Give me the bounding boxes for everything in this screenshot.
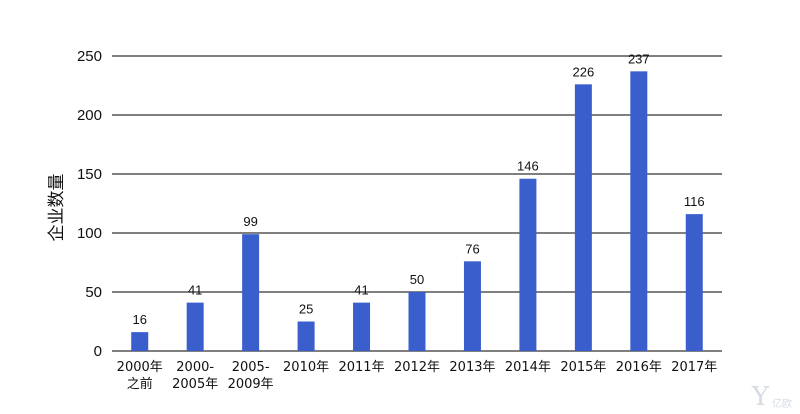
x-tick-label-line: 2010年 [283,360,329,375]
watermark-logo: Y 亿欧 [752,384,792,410]
y-tick-label: 200 [77,107,102,124]
watermark-text: 亿欧 [772,399,792,410]
data-label: 226 [573,64,595,79]
bar [131,332,149,351]
data-label: 76 [465,241,479,256]
bar [574,84,592,351]
bar [463,261,481,351]
x-tick-label-line: 2009年 [228,377,274,392]
x-tick-label-line: 2000年 [117,360,163,375]
y-tick-label: 150 [77,166,102,183]
x-tick-label-line: 2017年 [671,360,717,375]
bar [630,71,648,351]
bar [519,178,537,351]
x-tick-label: 2013年 [449,360,495,375]
x-tick-label: 2000年之前 [117,360,163,392]
y-tick-label: 0 [94,343,102,360]
data-label: 50 [410,272,424,287]
bar [242,234,260,351]
bar [297,321,315,351]
watermark-y-icon: Y [751,382,769,412]
x-tick-label: 2005- 2009年 [228,360,274,392]
x-tick-label: 2016年 [616,360,662,375]
x-tick-label-line: 2012年 [394,360,440,375]
bar [408,292,426,351]
x-tick-label-line: 2005- [232,360,270,375]
x-tick-label-line: 2013年 [449,360,495,375]
data-label: 116 [684,194,705,209]
x-tick-label-line: 2005年 [172,377,218,392]
x-tick-label: 2012年 [394,360,440,375]
x-tick-label-line: 2000- [176,360,214,375]
y-tick-label: 250 [77,48,102,65]
y-tick-label: 50 [85,284,102,301]
data-label: 146 [517,159,539,174]
data-label: 41 [354,283,368,298]
data-label: 99 [243,214,257,229]
x-tick-label-line: 2011年 [338,360,384,375]
x-tick-label: 2014年 [505,360,551,375]
x-tick-label-line: 2014年 [505,360,551,375]
y-axis-title: 企业数量 [47,174,67,242]
data-label: 41 [188,283,202,298]
x-tick-label-line: 之前 [127,376,153,392]
y-tick-label: 100 [77,225,102,242]
x-tick-label-line: 2016年 [616,360,662,375]
data-label: 25 [299,302,313,317]
bar [353,302,371,351]
x-tick-label: 2010年 [283,360,329,375]
data-label: 237 [628,51,650,66]
data-label: 16 [132,312,146,327]
x-tick-label: 2015年 [560,360,606,375]
x-tick-label: 2017年 [671,360,717,375]
bar [186,302,204,351]
bar [685,214,703,351]
x-tick-label: 2000- 2005年 [172,360,218,392]
x-tick-label: 2011年 [338,360,384,375]
x-tick-label-line: 2015年 [560,360,606,375]
